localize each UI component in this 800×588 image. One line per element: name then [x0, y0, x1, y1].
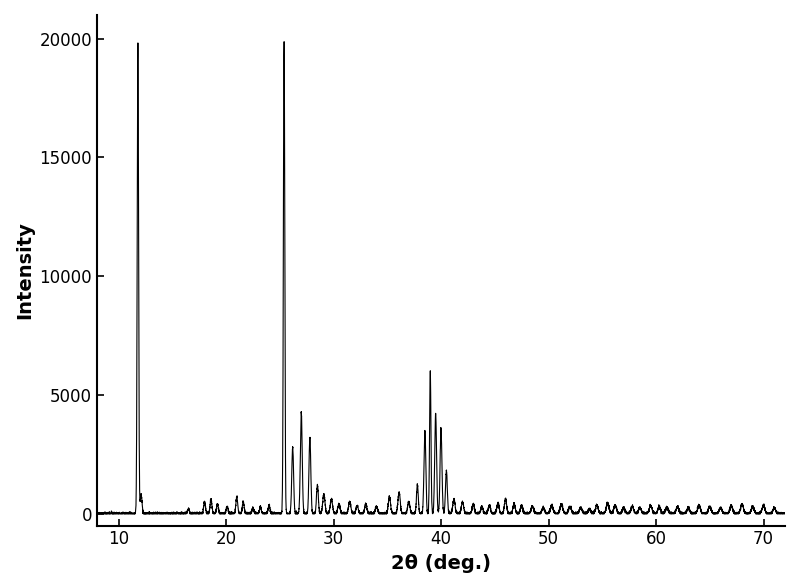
- X-axis label: 2θ (deg.): 2θ (deg.): [391, 554, 491, 573]
- Y-axis label: Intensity: Intensity: [15, 221, 34, 319]
